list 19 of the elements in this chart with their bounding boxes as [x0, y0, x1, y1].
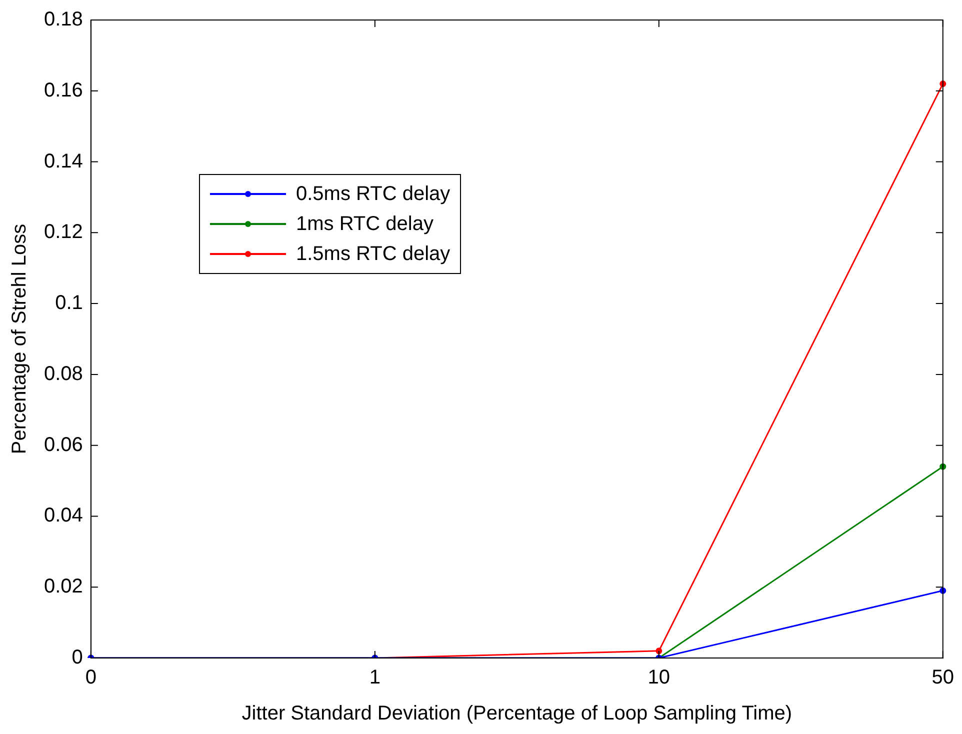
x-tick-label: 10 — [648, 666, 670, 689]
y-tick-label: 0.16 — [44, 79, 83, 102]
legend-label: 1.5ms RTC delay — [296, 242, 450, 266]
legend-label: 1ms RTC delay — [296, 212, 434, 236]
y-axis-title: Percentage of Strehl Loss — [8, 224, 31, 454]
y-tick-label: 0.1 — [55, 292, 83, 314]
point — [656, 648, 662, 654]
x-tick-label: 50 — [932, 666, 954, 689]
y-tick-label: 0.12 — [44, 221, 83, 244]
y-tick-label: 0.18 — [44, 8, 83, 31]
x-axis-title: Jitter Standard Deviation (Percentage of Loop Sampling Time) — [242, 702, 792, 725]
x-tick-label: 1 — [369, 666, 380, 689]
legend-label: 0.5ms RTC delay — [296, 182, 450, 206]
y-tick-label: 0.08 — [44, 362, 83, 385]
y-tick-label: 0.06 — [44, 434, 83, 456]
y-tick-label: 0.14 — [44, 150, 83, 172]
y-tick-label: 0 — [72, 646, 83, 669]
y-tick-label: 0.04 — [44, 504, 83, 527]
y-tick-label: 0.02 — [44, 576, 83, 598]
